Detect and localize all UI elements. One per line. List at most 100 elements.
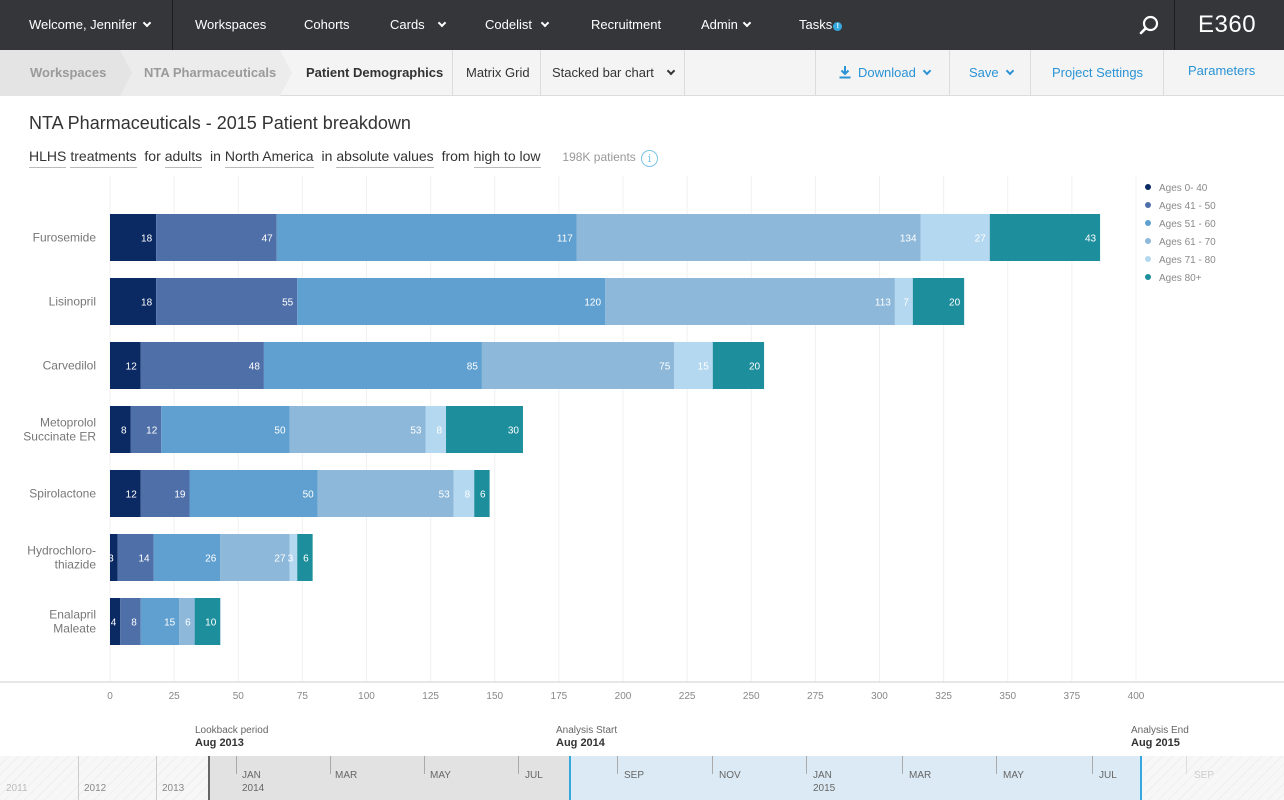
bar-segment[interactable]	[317, 470, 454, 517]
timeline-tick	[712, 756, 713, 774]
nav-recruitment[interactable]: Recruitment	[591, 17, 662, 32]
bar-segment[interactable]	[156, 278, 298, 325]
search-icon[interactable]	[1139, 15, 1159, 35]
bar-segment[interactable]	[120, 598, 141, 645]
legend-item[interactable]: Ages 41 - 50	[1145, 200, 1216, 218]
parameters-button[interactable]: Parameters	[1188, 63, 1256, 78]
bar-value-label: 113	[875, 298, 891, 309]
bar-segment[interactable]	[605, 278, 895, 325]
bar-segment[interactable]	[220, 534, 290, 581]
chart-type-label: Stacked bar chart	[552, 65, 654, 80]
top-nav: Welcome, Jennifer Workspaces Cohorts Car…	[0, 0, 1284, 50]
info-icon[interactable]: i	[641, 150, 658, 167]
filter-order[interactable]: high to low	[473, 148, 541, 168]
save-label: Save	[969, 65, 999, 80]
bar-segment[interactable]	[110, 406, 131, 453]
bar-value-label: 7	[903, 298, 909, 309]
bar-segment[interactable]	[189, 470, 318, 517]
bar-segment[interactable]	[140, 598, 180, 645]
legend-item[interactable]: Ages 51 - 60	[1145, 218, 1216, 236]
filter-region[interactable]: North America	[224, 148, 314, 168]
bar-value-label: 6	[480, 490, 486, 501]
bar-segment[interactable]	[425, 406, 447, 453]
bar-value-label: 50	[274, 426, 286, 437]
lookback-marker: Lookback period Aug 2013	[195, 724, 268, 750]
bar-segment[interactable]	[140, 470, 190, 517]
timeline-analysis-region[interactable]	[569, 756, 1142, 800]
filter-measure[interactable]: treatments	[70, 148, 137, 168]
bar-segment[interactable]	[920, 214, 990, 261]
bar-segment[interactable]	[712, 342, 765, 389]
toolbar-divider	[949, 50, 950, 96]
nav-workspaces[interactable]: Workspaces	[195, 17, 267, 32]
timeline-tick	[996, 756, 997, 774]
lookback-label: Lookback period	[195, 725, 269, 736]
legend-item[interactable]: Ages 71 - 80	[1145, 254, 1216, 272]
breadcrumb-bg	[120, 50, 280, 96]
bar-segment[interactable]	[674, 342, 713, 389]
bar-segment[interactable]	[297, 278, 606, 325]
bar-segment[interactable]	[110, 278, 157, 325]
timeline-tick	[424, 756, 425, 774]
bar-segment[interactable]	[140, 342, 264, 389]
bar-segment[interactable]	[117, 534, 154, 581]
download-button[interactable]: Download	[838, 50, 932, 96]
bar-segment[interactable]	[453, 470, 475, 517]
bar-segment[interactable]	[263, 342, 482, 389]
breadcrumb-arrow	[120, 50, 132, 96]
filter-population[interactable]: adults	[164, 148, 203, 168]
bar-segment[interactable]	[576, 214, 921, 261]
nav-tasks[interactable]: Tasks!	[799, 0, 843, 50]
bar-segment[interactable]	[289, 534, 298, 581]
nav-codelist[interactable]: Codelist	[485, 0, 550, 50]
bar-segment[interactable]	[989, 214, 1101, 261]
bar-value-label: 8	[465, 490, 471, 501]
bar-segment[interactable]	[156, 214, 277, 261]
bar-segment[interactable]	[110, 534, 118, 581]
bar-segment[interactable]	[894, 278, 913, 325]
chevron-down-icon	[143, 18, 152, 28]
bar-value-label: 3	[108, 554, 114, 565]
bar-segment[interactable]	[289, 406, 426, 453]
breadcrumb-workspaces[interactable]: Workspaces	[30, 65, 107, 80]
bar-segment[interactable]	[276, 214, 577, 261]
bar-segment[interactable]	[153, 534, 221, 581]
bar-segment[interactable]	[474, 470, 490, 517]
bar-value-label: 14	[138, 554, 150, 565]
x-tick-label: 275	[807, 691, 824, 702]
user-menu[interactable]: Welcome, Jennifer	[29, 0, 152, 50]
nav-cards[interactable]: Cards	[390, 0, 446, 50]
bar-segment[interactable]	[179, 598, 195, 645]
timeline-lookback-region[interactable]	[208, 756, 569, 800]
bar-segment[interactable]	[110, 342, 141, 389]
bar-segment[interactable]	[161, 406, 290, 453]
bar-segment[interactable]	[297, 534, 313, 581]
nav-admin[interactable]: Admin	[701, 0, 752, 50]
matrix-grid-button[interactable]: Matrix Grid	[466, 65, 530, 80]
chevron-down-icon	[666, 66, 676, 76]
filter-values[interactable]: absolute values	[336, 148, 434, 168]
chart-type-select[interactable]: Stacked bar chart	[552, 50, 676, 96]
legend-item[interactable]: Ages 0- 40	[1145, 182, 1216, 200]
bar-segment[interactable]	[110, 470, 141, 517]
nav-cohorts[interactable]: Cohorts	[304, 17, 350, 32]
save-button[interactable]: Save	[969, 50, 1014, 96]
bar-segment[interactable]	[481, 342, 675, 389]
bar-segment[interactable]	[110, 214, 157, 261]
project-settings-button[interactable]: Project Settings	[1052, 65, 1144, 80]
x-tick-label: 150	[486, 691, 503, 702]
bar-segment[interactable]	[446, 406, 523, 453]
bar-segment[interactable]	[194, 598, 221, 645]
legend-item[interactable]: Ages 80+	[1145, 272, 1216, 290]
bar-value-label: 18	[141, 234, 153, 245]
timeline-scrubber[interactable]: 2011 2012 2013 JAN 2014 MAR MAY JUL SEP …	[0, 756, 1284, 800]
bar-segment[interactable]	[130, 406, 162, 453]
legend-label: Ages 61 - 70	[1159, 237, 1216, 248]
filter-word: for	[144, 148, 161, 164]
bar-segment[interactable]	[912, 278, 965, 325]
legend-item[interactable]: Ages 61 - 70	[1145, 236, 1216, 254]
bar-segment[interactable]	[110, 598, 121, 645]
x-axis: 0 25 50 75 100 125 150 175 200 225 250 275 300 325 350…	[0, 681, 1284, 702]
breadcrumb-project[interactable]: NTA Pharmaceuticals	[144, 65, 277, 80]
filter-condition[interactable]: HLHS	[29, 148, 67, 168]
